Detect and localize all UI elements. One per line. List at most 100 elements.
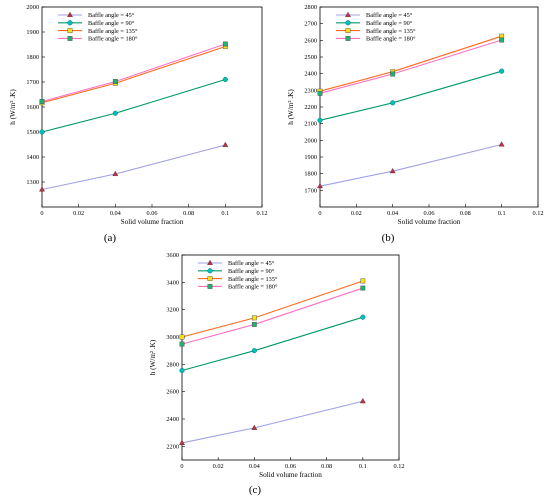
chart-panel-b: 0 0.02 0.04 0.06 0.08 0.1 0.12 1700 1800 1900 2000…	[275, 0, 550, 235]
x-tick-label: 0.08	[321, 463, 332, 470]
x-axis-title: Solid volume fraction	[259, 471, 322, 479]
data-point-marker	[67, 28, 73, 33]
data-point-marker	[390, 100, 396, 106]
data-point-marker	[222, 141, 229, 148]
legend-label: Baffle angle = 45°	[366, 12, 413, 19]
data-point-marker	[67, 11, 73, 17]
x-tick-label: 0.02	[351, 210, 362, 217]
y-tick-label: 1300	[26, 179, 39, 186]
y-tick-label: 2700	[304, 21, 317, 28]
x-tick-label: 0.02	[213, 463, 224, 470]
x-axis-title: Solid volume fraction	[398, 218, 461, 226]
series-line	[181, 316, 363, 372]
data-point-marker	[360, 314, 366, 320]
legend-label: Baffle angle = 45°	[88, 12, 135, 19]
x-tick-label: 0	[318, 210, 321, 217]
legend-label: Baffle angle = 180°	[366, 36, 416, 43]
x-tick-label: 0	[40, 210, 43, 217]
y-tick-label: 2500	[304, 54, 317, 61]
data-point-marker	[251, 315, 257, 321]
y-tick-label: 1400	[26, 154, 39, 161]
data-point-marker	[389, 167, 396, 174]
y-tick-label: 2200	[166, 443, 179, 450]
x-tick-label: 0.12	[393, 463, 404, 470]
data-point-marker	[207, 259, 213, 265]
series-line	[319, 35, 502, 92]
data-point-marker	[179, 439, 185, 445]
data-point-marker	[345, 20, 351, 26]
y-axis-title: h (W/m² .K)	[9, 89, 17, 125]
y-tick-label: 2400	[304, 71, 317, 78]
x-tick-label: 0.02	[73, 210, 84, 217]
series-line	[41, 43, 226, 103]
y-tick-label: 1500	[26, 129, 39, 136]
data-point-marker	[39, 99, 45, 104]
plot-frame	[41, 6, 263, 208]
x-tick-label: 0	[180, 463, 183, 470]
series-line	[319, 39, 502, 94]
y-tick-label: 1800	[304, 171, 317, 178]
y-tick-label: 2600	[166, 389, 179, 396]
y-tick-label: 2400	[166, 416, 179, 423]
x-tick-label: 0.06	[285, 463, 296, 470]
x-tick-label: 0.1	[359, 463, 367, 470]
data-point-marker	[179, 341, 185, 347]
x-tick-label: 0.12	[532, 210, 543, 217]
data-point-marker	[390, 71, 396, 77]
data-point-marker	[317, 117, 323, 123]
chart-panel-a: 0 0.02 0.04 0.06 0.08 0.1 0.12 1300 1400 1500 1600…	[0, 0, 275, 235]
data-point-marker	[360, 285, 366, 291]
data-point-marker	[499, 37, 505, 43]
y-tick-label: 2600	[304, 37, 317, 44]
plot-frame	[319, 6, 539, 208]
data-point-marker	[317, 182, 323, 189]
caption-a: (a)	[103, 232, 117, 244]
y-tick-label: 1700	[304, 187, 317, 194]
data-point-marker	[359, 398, 366, 404]
x-tick-label: 0.1	[221, 210, 229, 217]
data-point-marker	[179, 367, 185, 374]
data-point-marker	[207, 284, 213, 289]
data-point-marker	[112, 79, 118, 84]
legend-label: Baffle angle = 90°	[88, 20, 135, 27]
series-line	[319, 70, 502, 121]
data-point-marker	[345, 28, 351, 33]
chart-svg: 0 0.02 0.04 0.06 0.08 0.1 0.12 1700 1800 1900 2000…	[287, 4, 544, 226]
y-tick-label: 2800	[166, 361, 179, 368]
chart-svg: 0 0.02 0.04 0.06 0.08 0.1 0.12 1300 1400 1500 1600…	[9, 4, 268, 226]
data-point-marker	[345, 11, 351, 17]
legend-label: Baffle angle = 90°	[228, 268, 275, 275]
x-tick-label: 0.04	[110, 210, 122, 217]
data-point-marker	[317, 90, 323, 96]
y-tick-label: 2200	[304, 104, 317, 111]
series-line	[41, 144, 226, 191]
x-tick-label: 0.08	[183, 210, 194, 217]
y-tick-label: 2000	[304, 137, 317, 144]
x-tick-label: 0.06	[423, 210, 434, 217]
series-line	[181, 400, 363, 444]
data-point-marker	[39, 129, 45, 135]
data-point-marker	[39, 186, 45, 192]
y-tick-label: 3200	[166, 307, 179, 314]
y-tick-label: 3000	[166, 334, 179, 341]
series-line	[181, 287, 364, 345]
y-tick-label: 3600	[166, 252, 179, 259]
y-tick-label: 1600	[26, 104, 39, 111]
data-point-marker	[207, 268, 213, 274]
x-tick-label: 0.04	[249, 463, 261, 470]
chart-svg: 0 0.02 0.04 0.06 0.08 0.1 0.12 2200 2400 2600 2800…	[149, 252, 405, 479]
data-point-marker	[251, 322, 257, 327]
data-point-marker	[179, 334, 185, 340]
y-tick-label: 1900	[304, 154, 317, 161]
data-point-marker	[251, 348, 257, 354]
data-point-marker	[251, 424, 258, 430]
data-point-marker	[67, 36, 73, 41]
legend-label: Baffle angle = 45°	[228, 260, 275, 267]
data-point-marker	[222, 41, 228, 47]
caption-b: (b)	[381, 232, 395, 244]
y-tick-label: 2800	[304, 4, 317, 11]
x-tick-label: 0.08	[460, 210, 471, 217]
data-point-marker	[67, 20, 73, 26]
y-tick-label: 2100	[304, 121, 317, 128]
data-point-marker	[345, 36, 351, 41]
